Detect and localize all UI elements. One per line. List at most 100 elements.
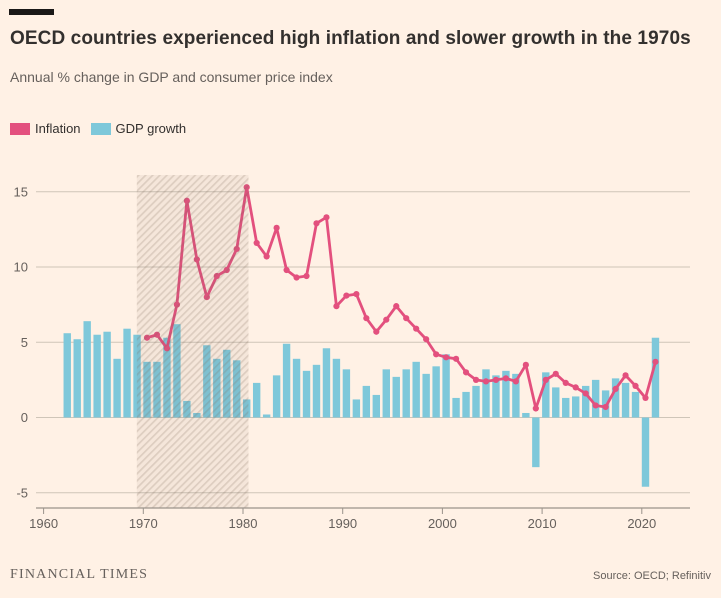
inflation-point	[462, 369, 470, 376]
inflation-point	[393, 303, 400, 310]
legend-label-gdp-growth: GDP growth	[115, 121, 187, 136]
legend-item-inflation: Inflation	[10, 121, 81, 136]
x-tick-label: 1980	[229, 516, 258, 531]
inflation-point	[343, 292, 350, 299]
gridlines: 15 10 5 0 -5	[14, 184, 690, 500]
inflation-point	[622, 372, 629, 379]
gdp-bar	[252, 382, 261, 418]
y-tick-label: 0	[21, 410, 28, 425]
inflation-point	[293, 274, 300, 281]
gdp-bar	[641, 417, 650, 487]
gdp-bar	[552, 387, 560, 418]
gdp-bar	[362, 385, 371, 418]
y-tick-label: 10	[14, 260, 28, 275]
gdp-bar	[372, 394, 381, 418]
x-tick-label: 1970	[129, 516, 158, 531]
chart-canvas: 15 10 5 0 -5 1960 1970 1980 1990 2000 2010 2020	[14, 175, 690, 531]
gdp-bar	[472, 385, 480, 418]
gdp-bar	[522, 412, 530, 418]
inflation-point	[443, 354, 450, 361]
gdp-bar	[103, 331, 111, 418]
gdp-bar	[352, 399, 361, 418]
gdp-bar	[73, 339, 81, 418]
inflation-point	[303, 272, 310, 280]
inflation-point	[273, 224, 280, 231]
inflation-point	[632, 382, 639, 389]
inflation-point	[612, 385, 619, 393]
ft-accent-bar	[9, 9, 54, 15]
inflation-point	[542, 376, 549, 383]
gdp-bar	[123, 328, 131, 418]
inflation-point	[363, 315, 370, 322]
inflation-point	[253, 239, 260, 247]
gdp-bar	[302, 370, 311, 418]
gdp-bar	[382, 369, 390, 418]
legend-label-inflation: Inflation	[35, 121, 81, 136]
gdp-bar	[542, 372, 550, 418]
y-tick-label: 5	[21, 335, 28, 350]
gdp-bar	[631, 391, 640, 418]
gdp-bar	[422, 373, 430, 418]
gdp-bar	[572, 396, 580, 418]
inflation-point	[403, 315, 410, 322]
x-tick-label: 1990	[328, 516, 357, 531]
gdp-bar	[412, 361, 420, 418]
inflation-swatch-icon	[10, 122, 30, 135]
inflation-point	[642, 394, 649, 402]
inflation-point	[263, 253, 270, 260]
inflation-point	[333, 303, 340, 310]
gdp-bar	[442, 354, 450, 418]
gdp-bar	[282, 343, 291, 418]
gdp-bar	[492, 375, 500, 418]
gdp-bar	[512, 373, 520, 418]
highlight-band-rect	[136, 175, 249, 508]
gdp-bar	[63, 333, 71, 418]
inflation-point	[592, 402, 599, 409]
gdp-bar	[93, 334, 101, 418]
x-tick-label: 2010	[528, 516, 557, 531]
gdp-bar	[462, 391, 470, 418]
inflation-point	[423, 336, 430, 343]
inflation-point	[512, 378, 519, 385]
inflation-point	[492, 376, 500, 383]
x-axis: 1960 1970 1980 1990 2000 2010 2020	[29, 507, 690, 531]
gdp-bar	[482, 369, 490, 418]
inflation-point	[413, 325, 420, 332]
ft-logo-text: FINANCIAL TIMES	[10, 567, 149, 582]
gdp-bar	[392, 376, 400, 418]
gdp-bar	[651, 337, 660, 418]
inflation-point	[323, 214, 330, 221]
gdp-bar	[312, 364, 321, 418]
inflation-point	[283, 266, 290, 274]
inflation-point	[433, 351, 440, 358]
inflation-point	[522, 361, 529, 368]
inflation-point	[552, 370, 559, 377]
inflation-point	[313, 220, 320, 227]
x-tick-label: 2000	[428, 516, 457, 531]
gdp-bar	[562, 397, 570, 418]
inflation-point	[582, 390, 589, 397]
gdp-bar	[262, 414, 271, 418]
inflation-point	[373, 328, 380, 335]
gdp-bar	[502, 370, 510, 418]
seventies-highlight-band	[136, 175, 249, 508]
inflation-point	[602, 403, 609, 411]
gdp-bar	[402, 369, 410, 418]
inflation-point	[652, 358, 659, 365]
gdp-bar	[611, 378, 620, 418]
gdp-bar	[581, 385, 590, 418]
gdp-bar	[621, 382, 630, 418]
inflation-point	[452, 355, 460, 362]
gdp-bar	[272, 375, 281, 418]
gdp-bar	[292, 358, 301, 418]
inflation-point	[562, 379, 569, 386]
chart-title: OECD countries experienced high inflatio…	[10, 28, 691, 49]
inflation-point	[472, 376, 480, 383]
source-note: Source: OECD; Refinitiv	[593, 570, 711, 582]
inflation-point	[383, 316, 390, 323]
gdp-bar	[591, 379, 600, 418]
y-tick-label: -5	[16, 485, 28, 500]
inflation-point	[482, 378, 490, 385]
gdp-bar	[332, 358, 341, 418]
legend-item-gdp-growth: GDP growth	[90, 121, 187, 136]
